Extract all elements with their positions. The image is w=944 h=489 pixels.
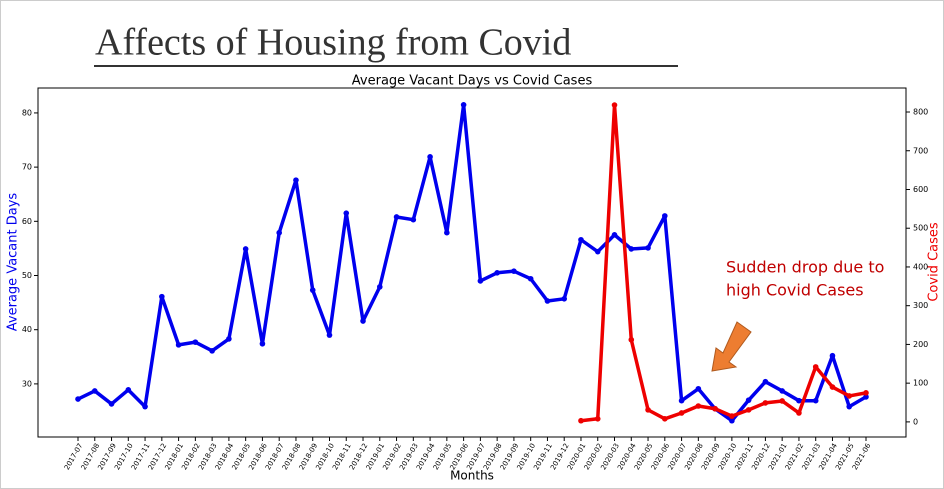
data-point	[611, 102, 618, 108]
data-point	[578, 236, 584, 243]
data-point	[812, 397, 819, 404]
data-point	[91, 388, 98, 394]
data-point	[159, 293, 165, 300]
data-point	[376, 284, 383, 290]
data-point	[242, 246, 249, 252]
data-point	[175, 342, 182, 348]
data-point	[846, 393, 853, 399]
data-point	[611, 232, 618, 238]
x-axis-label: Months	[450, 469, 494, 483]
data-point	[712, 405, 718, 412]
data-point	[779, 388, 785, 394]
data-point	[259, 340, 266, 347]
data-point	[812, 364, 819, 370]
data-point	[494, 269, 500, 276]
data-point	[142, 403, 148, 410]
y2-axis-label: Covid Cases	[927, 222, 942, 302]
y2-tick-label: 500	[913, 224, 928, 233]
data-point	[796, 397, 802, 404]
annotation: Sudden drop due to	[726, 258, 884, 277]
y-tick-label: 80	[22, 108, 32, 117]
data-point	[578, 417, 584, 424]
data-point	[561, 296, 568, 302]
y-tick-label: 70	[22, 163, 32, 172]
data-point	[309, 287, 316, 293]
data-point	[511, 268, 517, 274]
y-axis-label: Average Vacant Days	[6, 193, 21, 332]
data-point	[226, 336, 232, 342]
y2-tick-label: 800	[913, 108, 928, 117]
y2-tick-label: 700	[913, 146, 928, 155]
data-point	[729, 413, 735, 419]
data-point	[477, 278, 484, 284]
data-point	[393, 214, 400, 220]
plot-frame	[37, 87, 907, 438]
data-point	[645, 407, 651, 413]
data-point	[293, 177, 299, 183]
data-point	[662, 213, 668, 219]
data-point	[762, 378, 769, 385]
data-point	[863, 394, 869, 400]
data-point	[796, 410, 802, 416]
y2-tick-label: 100	[913, 379, 928, 388]
data-point	[745, 407, 752, 413]
y2-tick-label: 400	[913, 262, 928, 271]
y-tick-label: 40	[22, 325, 32, 334]
data-point	[594, 248, 601, 255]
data-point	[829, 384, 836, 390]
data-point	[846, 403, 853, 410]
data-point	[628, 246, 635, 252]
y2-tick-label: 200	[913, 340, 928, 349]
data-point	[729, 417, 735, 424]
data-point	[460, 101, 467, 108]
data-point	[326, 332, 333, 338]
data-point	[863, 390, 869, 396]
data-point	[695, 385, 702, 392]
data-point	[125, 387, 132, 393]
data-point	[343, 210, 350, 216]
data-point	[427, 154, 433, 160]
data-point	[192, 339, 199, 345]
annotation-arrow	[711, 321, 752, 372]
y-tick-label: 60	[22, 217, 32, 226]
annotation: high Covid Cases	[726, 281, 864, 300]
data-point	[108, 401, 115, 407]
data-point	[209, 348, 215, 354]
data-point	[410, 216, 417, 223]
data-point	[628, 336, 635, 343]
data-point	[678, 410, 685, 416]
data-point	[645, 245, 651, 251]
data-point	[745, 397, 752, 403]
data-point	[695, 403, 702, 409]
data-point	[779, 398, 785, 404]
data-point	[75, 396, 81, 402]
data-point	[829, 352, 836, 359]
data-point	[762, 400, 769, 406]
data-point	[678, 397, 685, 404]
series-line	[580, 103, 867, 423]
y2-tick-label: 300	[913, 301, 928, 310]
y2-tick-label: 600	[913, 185, 928, 194]
y-tick-label: 50	[22, 271, 32, 280]
data-point	[276, 229, 282, 236]
data-point	[444, 229, 450, 236]
y2-tick-label: 0	[913, 417, 918, 426]
data-point	[527, 275, 534, 282]
data-point	[594, 415, 601, 422]
y-tick-label: 30	[22, 379, 32, 388]
series-line	[77, 103, 867, 423]
slide-title: Affects of Housing from Covid	[95, 22, 571, 64]
data-point	[662, 415, 668, 422]
data-point	[360, 318, 366, 324]
chart-title: Average Vacant Days vs Covid Cases	[352, 74, 593, 89]
data-point	[544, 298, 551, 304]
